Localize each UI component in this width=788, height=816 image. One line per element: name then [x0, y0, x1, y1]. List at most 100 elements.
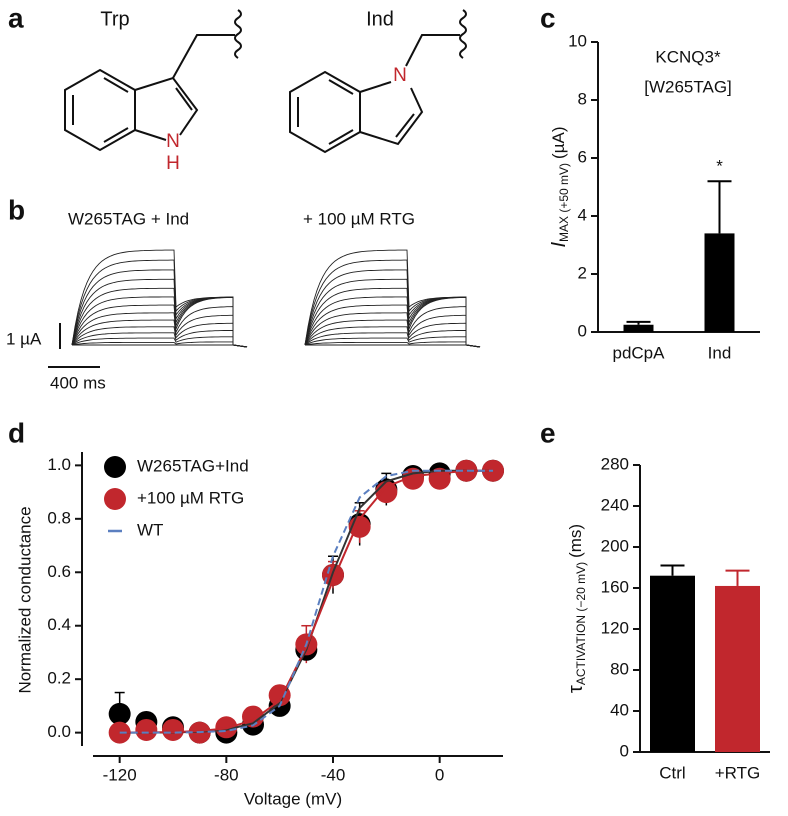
ind-structure: Ind N — [289, 8, 467, 154]
scale-label: 400 ms — [50, 373, 106, 392]
chart-title: [W265TAG] — [644, 77, 732, 96]
x-tick-label: 0 — [435, 765, 444, 784]
y-tick-label: 0.4 — [47, 615, 71, 634]
legend-marker — [104, 456, 126, 478]
trace — [304, 249, 481, 348]
significance: * — [716, 157, 723, 176]
trace — [304, 336, 481, 348]
panel-label: a — [8, 2, 24, 33]
y-tick-label: 0.8 — [47, 508, 71, 527]
legend-marker — [104, 488, 126, 510]
trace — [72, 344, 248, 348]
trace — [71, 330, 248, 348]
panel-label: d — [8, 417, 25, 448]
trp-structure: Trp N H — [64, 8, 242, 174]
panel-label: c — [540, 2, 556, 33]
trace — [304, 269, 481, 348]
bar — [715, 585, 760, 752]
trace — [304, 341, 481, 348]
structure-name: Ind — [366, 8, 394, 30]
data-point — [215, 716, 238, 739]
data-point — [162, 718, 184, 741]
data-point — [108, 721, 131, 744]
label-unit: (µA) — [549, 126, 568, 158]
x-tick-label: -80 — [214, 765, 239, 784]
y-tick-label: 80 — [610, 659, 629, 678]
y-tick-label: 1.0 — [47, 455, 71, 474]
trace — [71, 341, 248, 348]
trace — [71, 306, 248, 348]
x-tick-label: Ctrl — [659, 763, 685, 782]
y-tick-label: 0.0 — [47, 722, 71, 741]
trace-label: + 100 µM RTG — [303, 209, 415, 228]
x-tick-label: -120 — [103, 765, 137, 784]
trace — [71, 336, 248, 348]
trace — [71, 322, 248, 348]
error-bar — [626, 320, 651, 325]
label-sub: ACTIVATION (−20 mV) — [574, 562, 588, 685]
x-tick-label: Ind — [708, 343, 732, 362]
legend-label: W265TAG+Ind — [137, 456, 249, 475]
trace — [305, 344, 481, 348]
trace — [71, 314, 248, 348]
x-tick-label: -40 — [321, 765, 346, 784]
y-tick-label: 0.2 — [47, 669, 71, 688]
y-tick-label: 2 — [578, 263, 587, 282]
y-tick-label: 0 — [578, 321, 587, 340]
trace-label: W265TAG + Ind — [68, 209, 189, 228]
scale-label: 1 µA — [6, 329, 42, 348]
y-axis-label: Normalized conductance — [15, 506, 34, 693]
trace — [304, 259, 481, 348]
y-tick-label: 8 — [578, 89, 587, 108]
label-unit: (ms) — [566, 524, 585, 558]
bar — [650, 575, 695, 752]
trace — [304, 306, 481, 348]
label-main: τ — [565, 685, 587, 693]
current-traces — [71, 249, 481, 348]
trace — [71, 269, 248, 348]
trace — [71, 259, 248, 348]
bar — [623, 324, 654, 332]
atom-label: N — [166, 131, 180, 152]
trace — [71, 249, 248, 348]
y-tick-label: 160 — [601, 577, 629, 596]
x-axis-label: Voltage (mV) — [244, 789, 342, 808]
trace — [304, 322, 481, 348]
fit-line — [119, 469, 493, 734]
y-tick-label: 10 — [568, 31, 587, 50]
fit-line — [119, 469, 493, 734]
y-tick-label: 40 — [610, 700, 629, 719]
y-tick-label: 6 — [578, 147, 587, 166]
x-tick-label: pdCpA — [613, 343, 666, 362]
error-bar — [725, 569, 750, 586]
chart-title: KCNQ3* — [655, 47, 721, 66]
panel-label: e — [540, 417, 556, 448]
y-tick-label: 240 — [601, 495, 629, 514]
y-tick-label: 280 — [601, 454, 629, 473]
data-point — [108, 702, 131, 725]
y-tick-label: 120 — [601, 618, 629, 637]
bar — [704, 233, 735, 332]
trace — [304, 330, 481, 348]
label-sub: MAX (+50 mV) — [557, 163, 571, 242]
legend-label: +100 µM RTG — [137, 488, 244, 507]
y-tick-label: 0 — [620, 741, 629, 760]
trace — [304, 314, 481, 348]
y-tick-label: 4 — [578, 205, 587, 224]
y-tick-label: 0.6 — [47, 562, 71, 581]
error-bar — [660, 564, 685, 576]
atom-label: N — [393, 65, 407, 86]
y-tick-label: 200 — [601, 536, 629, 555]
data-point — [135, 718, 158, 741]
legend-label: WT — [137, 520, 163, 539]
x-tick-label: +RTG — [715, 763, 761, 782]
y-axis-label: IMAX (+50 mV) (µA) — [548, 126, 571, 247]
y-axis-label: τACTIVATION (−20 mV) (ms) — [565, 524, 588, 693]
structure-name: Trp — [100, 8, 129, 30]
fit-line — [119, 469, 493, 734]
panel-label: b — [8, 194, 25, 225]
atom-label: H — [166, 153, 180, 174]
error-bar — [707, 180, 732, 234]
label-main: I — [548, 242, 570, 248]
